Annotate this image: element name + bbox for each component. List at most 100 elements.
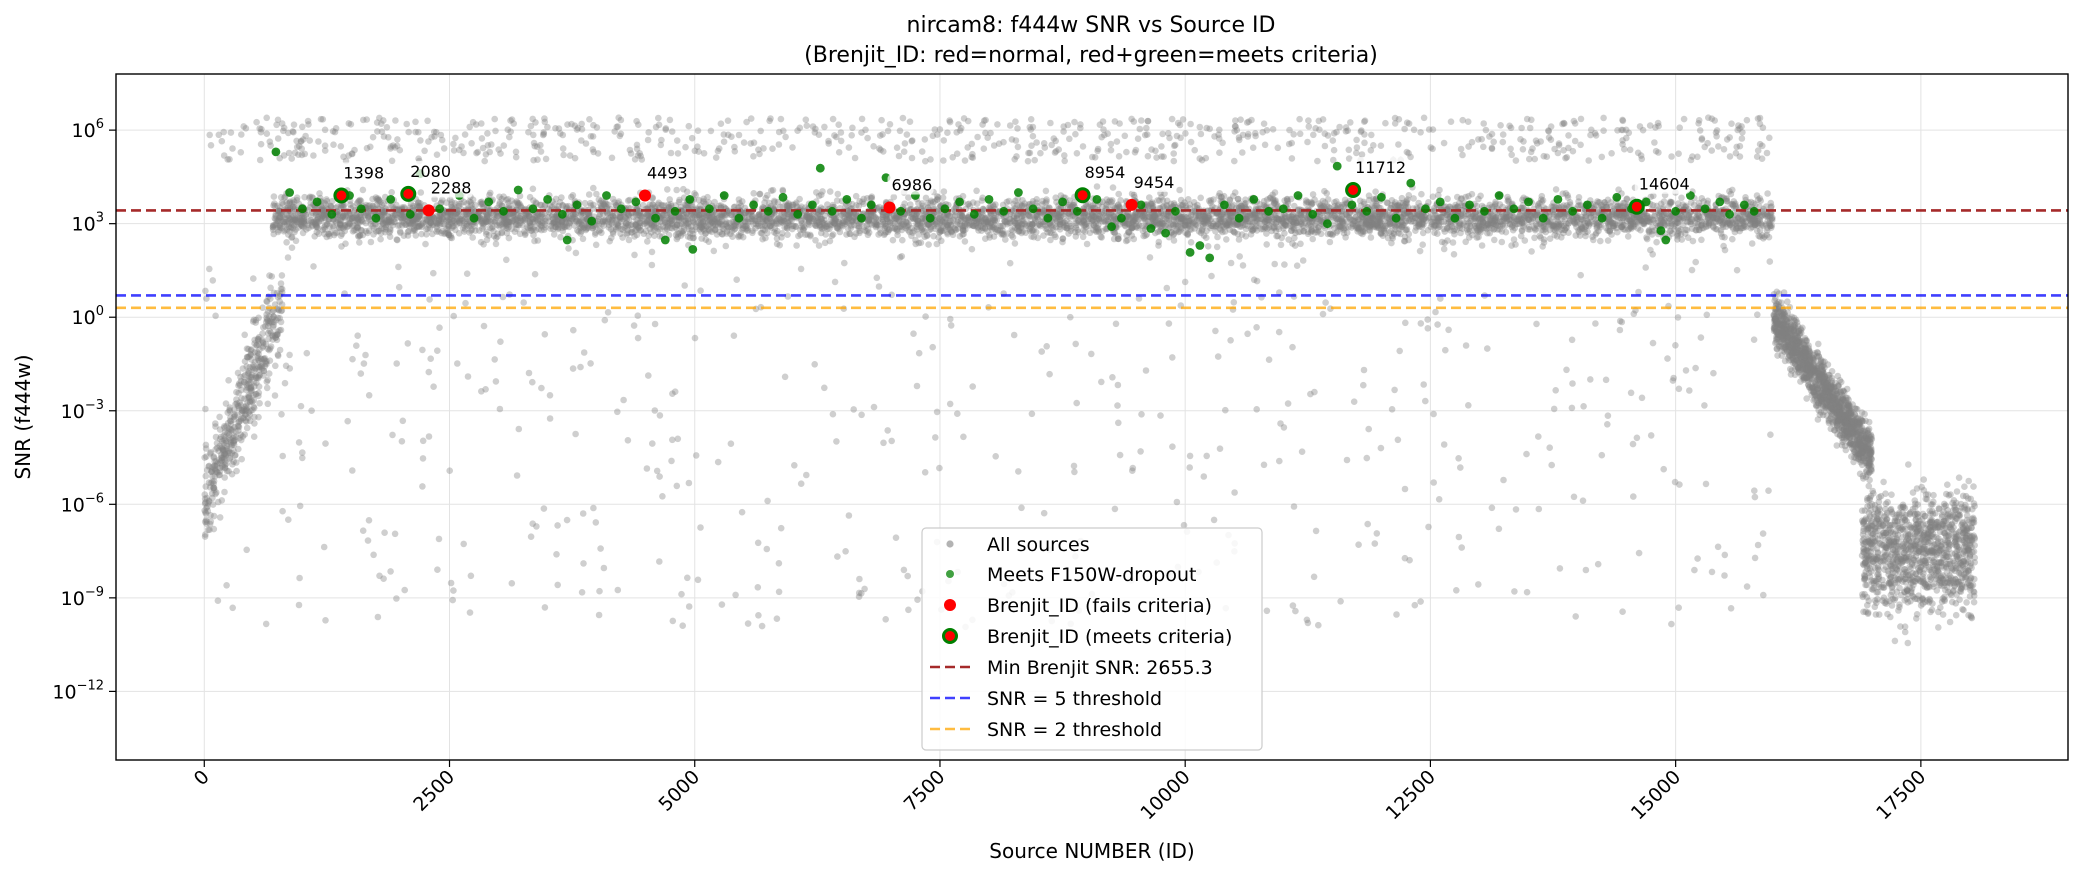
source-point (1717, 230, 1725, 237)
source-point (565, 220, 573, 227)
source-point (1389, 234, 1396, 242)
source-point (1729, 235, 1736, 243)
source-point (1768, 222, 1776, 229)
source-point (1475, 222, 1483, 229)
source-point (1373, 224, 1381, 232)
source-point (557, 233, 564, 241)
source-point (496, 223, 503, 230)
source-point (905, 194, 912, 201)
source-point (812, 237, 819, 244)
source-point (461, 226, 469, 233)
source-point (448, 234, 456, 242)
source-point (773, 217, 780, 224)
source-point (664, 186, 671, 193)
source-point (1726, 188, 1733, 195)
source-point (1750, 200, 1757, 207)
source-point (952, 226, 960, 234)
source-point (506, 210, 514, 217)
source-point (1640, 220, 1648, 227)
source-point (1187, 239, 1195, 246)
source-point (722, 242, 730, 250)
source-point (397, 229, 404, 236)
source-point (1391, 222, 1398, 229)
source-point (1552, 186, 1560, 193)
source-point (1149, 210, 1156, 217)
source-point (1267, 194, 1274, 201)
source-point (1149, 216, 1157, 224)
source-point (680, 227, 688, 234)
source-point (521, 228, 528, 235)
source-point (1044, 229, 1051, 236)
source-point (1383, 199, 1391, 206)
source-point (1597, 237, 1604, 245)
source-point (530, 197, 537, 204)
source-point (1292, 214, 1300, 222)
source-point (451, 200, 459, 207)
source-point (1372, 188, 1379, 195)
source-point (414, 215, 422, 222)
source-point (1675, 230, 1682, 237)
source-point (1498, 228, 1506, 235)
source-point (484, 211, 491, 219)
source-point (1072, 233, 1080, 240)
source-point (1304, 230, 1312, 238)
source-point (1501, 222, 1509, 230)
source-point (943, 215, 950, 222)
source-point (377, 229, 385, 237)
source-point (842, 218, 849, 226)
source-point (494, 233, 501, 240)
source-point (652, 224, 660, 231)
source-point (972, 217, 979, 224)
source-point (1451, 230, 1458, 238)
source-point (1575, 194, 1583, 201)
source-point (1026, 227, 1034, 235)
source-point (1496, 226, 1503, 233)
source-point (281, 226, 289, 234)
source-point (943, 221, 951, 229)
source-point (1718, 213, 1725, 221)
source-point (377, 235, 384, 243)
source-point (1702, 220, 1710, 228)
source-point (590, 184, 597, 192)
source-point (1125, 213, 1132, 221)
source-point (1433, 218, 1441, 225)
source-point (1286, 216, 1294, 223)
source-point (307, 200, 315, 207)
source-point (1598, 201, 1605, 209)
source-point (417, 189, 425, 196)
source-point (750, 190, 757, 197)
source-point (1418, 190, 1425, 198)
source-point (593, 190, 600, 198)
source-point (735, 204, 742, 211)
source-point (461, 211, 469, 218)
source-point (1582, 213, 1589, 221)
source-point (1042, 187, 1050, 195)
source-point (1574, 202, 1582, 210)
source-point (300, 220, 308, 227)
source-point (1667, 227, 1674, 235)
source-point (1454, 203, 1461, 211)
source-point (1732, 200, 1739, 207)
source-point (386, 233, 394, 240)
source-point (1213, 243, 1221, 251)
source-point (846, 230, 853, 237)
source-point (1721, 234, 1728, 241)
source-point (1052, 233, 1059, 241)
source-point (1316, 211, 1323, 218)
source-point (1630, 214, 1638, 222)
source-point (1234, 195, 1242, 203)
source-point (634, 224, 642, 231)
source-point (1515, 214, 1523, 221)
source-point (1260, 223, 1267, 231)
source-point (283, 221, 291, 228)
source-point (759, 235, 766, 243)
source-point (1106, 213, 1113, 221)
source-point (270, 193, 278, 200)
source-point (1308, 227, 1315, 234)
source-point (1617, 211, 1624, 219)
source-point (1080, 210, 1088, 218)
source-point (822, 231, 829, 238)
source-point (940, 188, 948, 195)
source-point (518, 210, 525, 217)
source-point (369, 195, 376, 203)
